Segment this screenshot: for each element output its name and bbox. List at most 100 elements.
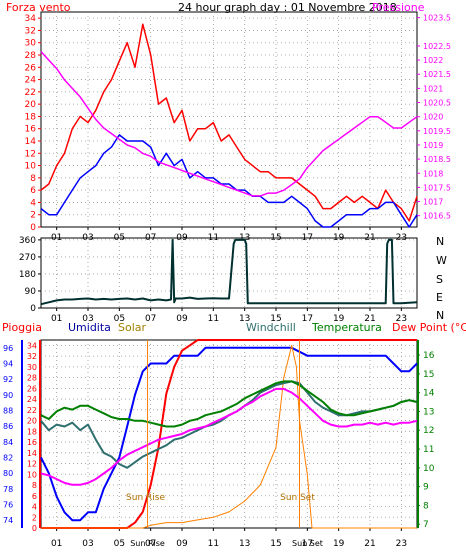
direction-y-tick-label: 270 <box>19 253 36 263</box>
panel-direction-frame <box>40 237 418 309</box>
compass-label: N <box>436 309 444 322</box>
humidity-y-ticks: 74 76 78 80 82 84 86 88 90 92 94 96 <box>3 344 13 525</box>
rain-y-tick-label: 28 <box>27 374 37 383</box>
x-tick-label: 09 <box>176 539 188 549</box>
series-line <box>40 51 418 197</box>
x-tick-label: 11 <box>208 314 219 324</box>
x-tick-label: 13 <box>239 314 250 324</box>
direction-series <box>40 238 418 306</box>
rain-y-tick-label: 12 <box>27 460 37 469</box>
compass-label: S <box>436 273 443 286</box>
wind-y-tick-label: 0 <box>30 223 36 233</box>
rain-y-tick-label: 0 <box>32 524 37 533</box>
wind-y-tick-label: 20 <box>25 100 37 110</box>
wind-y-tick-label: 16 <box>25 125 37 135</box>
direction-y-tick-label: 180 <box>19 270 36 280</box>
humidity-y-tick-label: 86 <box>3 422 13 431</box>
series-line <box>40 346 418 522</box>
x-tick-label: 21 <box>364 314 375 324</box>
x-tick-label: 17 <box>302 314 313 324</box>
x-tick-label: 23 <box>396 539 407 549</box>
rain-y-tick-label: 30 <box>27 363 37 372</box>
rain-y-tick-label: 20 <box>27 417 37 426</box>
pressure-y-tick-label: 1018 <box>423 169 443 178</box>
pressure-y-tick-label: 1019 <box>423 141 443 150</box>
temperature-y-tick-label: 10 <box>423 464 435 474</box>
pressure-y-tick-label: 1020.5 <box>423 99 451 108</box>
compass-label: E <box>436 291 443 304</box>
pressure-axis-label: Pressione <box>372 1 425 14</box>
humidity-label: Umidita <box>68 321 111 334</box>
solar-label: Solar <box>118 321 147 334</box>
series-line <box>40 238 418 306</box>
temperature-y-ticks: 7 8 9 10 11 12 13 14 15 16 <box>417 351 435 530</box>
humidity-y-tick-label: 94 <box>3 360 13 369</box>
rain-y-tick-label: 10 <box>27 470 37 479</box>
x-tick-label: 03 <box>82 539 93 549</box>
x-tick-label: 05 <box>114 539 125 549</box>
wind-y-tick-label: 24 <box>25 76 37 86</box>
series-line <box>41 344 417 529</box>
temperature-y-tick-label: 14 <box>423 389 435 399</box>
pressure-y-tick-label: 1017.5 <box>423 183 451 192</box>
pressure-y-tick-label: 1021.5 <box>423 70 451 79</box>
rain-y-tick-label: 22 <box>27 406 37 415</box>
x-tick-label: 01 <box>51 539 62 549</box>
temperature-y-tick-label: 12 <box>423 426 434 436</box>
wind-y-tick-label: 8 <box>30 174 36 184</box>
sun-set-axis-label: Sun Set <box>292 539 323 548</box>
wind-y-tick-label: 10 <box>25 162 37 172</box>
wind-y-tick-label: 18 <box>25 112 37 122</box>
compass-label: N <box>436 235 444 248</box>
rain-y-tick-label: 14 <box>27 449 37 458</box>
x-tick-label: 19 <box>333 314 345 324</box>
direction-y-tick-label: 0 <box>30 304 36 314</box>
wind-y-tick-label: 28 <box>25 51 37 61</box>
rain-y-tick-label: 8 <box>32 481 37 490</box>
x-tick-label: 07 <box>145 539 156 549</box>
humidity-y-tick-label: 74 <box>3 516 13 525</box>
rain-y-tick-label: 34 <box>27 341 37 350</box>
temperature-y-tick-label: 11 <box>423 445 434 455</box>
series-line <box>40 387 418 486</box>
temperature-y-tick-label: 15 <box>423 370 434 380</box>
panel-wind-grid <box>41 12 417 227</box>
wind-y-tick-label: 26 <box>25 63 37 73</box>
humidity-y-tick-label: 80 <box>3 469 13 478</box>
direction-x-ticks: 01 03 05 07 09 11 13 15 17 19 21 23 <box>51 308 407 324</box>
x-tick-label: 13 <box>239 539 250 549</box>
sun-rise-axis-label: Sun Rise <box>130 539 165 548</box>
wind-axis-label: Forza vento <box>6 1 71 14</box>
pressure-y-ticks: 1016.5 1017 1017.5 1018 1018.5 1019 1019.5 1020… <box>417 14 451 221</box>
wind-pressure-series <box>40 23 418 228</box>
rain-y-tick-label: 32 <box>27 352 37 361</box>
panel-wind-frame <box>40 11 418 228</box>
x-tick-label: 09 <box>176 314 188 324</box>
humidity-y-tick-label: 88 <box>3 407 13 416</box>
rain-y-tick-label: 4 <box>32 503 37 512</box>
x-tick-label: 01 <box>51 314 62 324</box>
pressure-y-tick-label: 1016.5 <box>423 212 451 221</box>
sun-annotation-label: Sun Set <box>280 493 315 503</box>
humidity-y-tick-label: 90 <box>3 391 13 400</box>
direction-y-tick-label: 90 <box>25 287 37 297</box>
direction-y-ticks: 0 90 180 270 360 <box>19 236 41 314</box>
panel-temperature-grid <box>41 340 417 528</box>
wind-y-tick-label: 30 <box>25 39 37 49</box>
pressure-y-tick-label: 1019.5 <box>423 127 451 136</box>
humidity-y-tick-label: 96 <box>3 344 13 353</box>
pressure-y-tick-label: 1020 <box>423 113 443 122</box>
pressure-y-tick-label: 1018.5 <box>423 155 451 164</box>
series-line <box>41 339 417 529</box>
wind-y-tick-label: 34 <box>25 14 37 24</box>
wind-y-tick-label: 4 <box>30 198 36 208</box>
rain-y-tick-label: 24 <box>27 395 37 404</box>
wind-y-tick-label: 32 <box>25 26 36 36</box>
x-tick-label: 19 <box>333 539 345 549</box>
temperature-y-tick-label: 9 <box>423 483 429 493</box>
wind-y-tick-label: 6 <box>30 186 36 196</box>
pressure-y-tick-label: 1021 <box>423 84 443 93</box>
sun-annotations: Sun Rise Sun Set Sun Rise Sun Set <box>126 340 323 548</box>
x-tick-label: 05 <box>114 314 125 324</box>
